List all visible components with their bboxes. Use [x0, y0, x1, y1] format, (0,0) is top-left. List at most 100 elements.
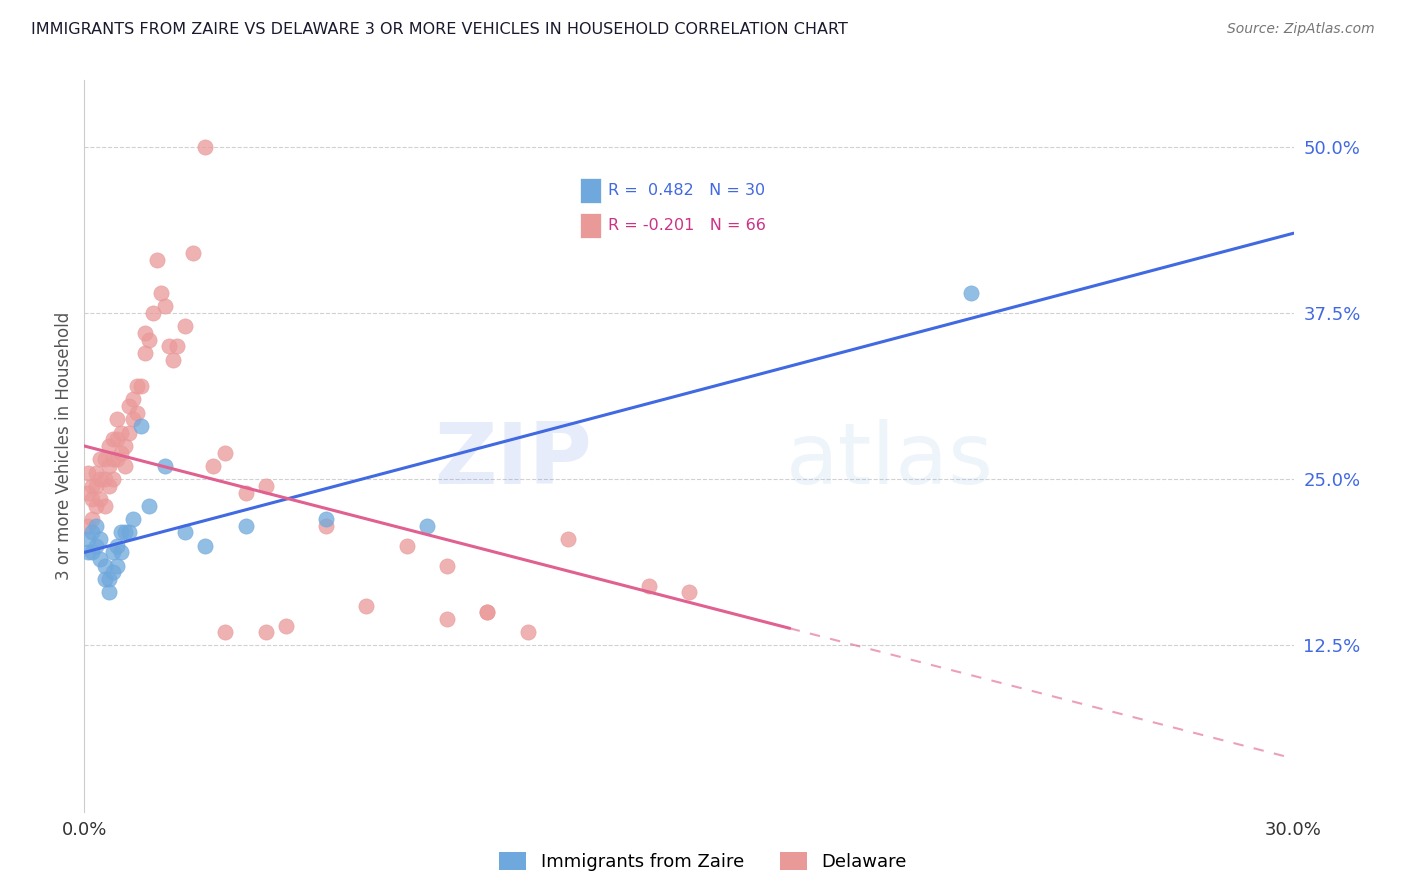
Point [97, 585, 120, 599]
Point [274, 618, 297, 632]
Point [97, 458, 120, 473]
Point [110, 545, 132, 559]
Point [86, 479, 108, 493]
FancyBboxPatch shape [581, 213, 600, 238]
Point [82, 525, 104, 540]
Point [235, 485, 257, 500]
Point [93, 452, 115, 467]
Point [557, 532, 579, 546]
Point [101, 566, 124, 580]
Point [254, 479, 277, 493]
Point [86, 466, 108, 480]
Point [89, 452, 111, 467]
Point [93, 472, 115, 486]
Text: R = -0.201   N = 66: R = -0.201 N = 66 [607, 219, 766, 233]
Point [202, 458, 225, 473]
Point [114, 458, 136, 473]
Point [138, 333, 160, 347]
Point [105, 452, 128, 467]
Point [97, 439, 120, 453]
Text: IMMIGRANTS FROM ZAIRE VS DELAWARE 3 OR MORE VEHICLES IN HOUSEHOLD CORRELATION CH: IMMIGRANTS FROM ZAIRE VS DELAWARE 3 OR M… [31, 22, 848, 37]
Point [77, 532, 100, 546]
Point [166, 339, 188, 353]
Point [235, 518, 257, 533]
Point [416, 518, 439, 533]
Y-axis label: 3 or more Vehicles in Household: 3 or more Vehicles in Household [55, 312, 73, 580]
Point [516, 625, 538, 640]
Point [118, 525, 141, 540]
Point [93, 572, 115, 586]
Point [315, 512, 337, 526]
Point [89, 532, 111, 546]
Point [118, 399, 141, 413]
Point [89, 472, 111, 486]
Point [436, 558, 458, 573]
Point [174, 525, 197, 540]
Point [194, 140, 217, 154]
Point [110, 525, 132, 540]
Point [77, 518, 100, 533]
Point [77, 485, 100, 500]
Point [101, 472, 124, 486]
Point [110, 425, 132, 440]
Point [86, 539, 108, 553]
Point [214, 445, 236, 459]
Point [142, 306, 165, 320]
Point [138, 499, 160, 513]
Text: Source: ZipAtlas.com: Source: ZipAtlas.com [1227, 22, 1375, 37]
Point [97, 572, 120, 586]
Point [960, 286, 983, 301]
Point [82, 479, 104, 493]
Point [174, 319, 197, 334]
Point [121, 392, 143, 407]
Point [125, 406, 148, 420]
Point [134, 326, 156, 340]
Point [129, 419, 152, 434]
Point [149, 286, 172, 301]
Point [110, 445, 132, 459]
Point [101, 433, 124, 447]
Point [121, 412, 143, 426]
Point [89, 552, 111, 566]
Point [82, 512, 104, 526]
Point [477, 605, 499, 619]
Point [97, 479, 120, 493]
Legend: Immigrants from Zaire, Delaware: Immigrants from Zaire, Delaware [492, 845, 914, 879]
Point [153, 458, 176, 473]
Point [105, 539, 128, 553]
Point [77, 466, 100, 480]
Text: R =  0.482   N = 30: R = 0.482 N = 30 [607, 183, 765, 198]
Point [105, 433, 128, 447]
Point [77, 545, 100, 559]
Point [129, 379, 152, 393]
Point [82, 492, 104, 507]
Point [105, 558, 128, 573]
Point [162, 352, 184, 367]
Text: ZIP: ZIP [434, 419, 592, 502]
Point [194, 539, 217, 553]
Point [101, 452, 124, 467]
Point [146, 252, 169, 267]
Point [89, 492, 111, 507]
Point [105, 412, 128, 426]
Point [101, 545, 124, 559]
Point [356, 599, 378, 613]
Point [214, 625, 236, 640]
Point [181, 246, 204, 260]
Point [93, 499, 115, 513]
Point [93, 558, 115, 573]
Point [114, 439, 136, 453]
Text: atlas: atlas [786, 419, 994, 502]
Point [678, 585, 700, 599]
Point [121, 512, 143, 526]
Point [395, 539, 418, 553]
Point [86, 499, 108, 513]
Point [114, 525, 136, 540]
Point [436, 612, 458, 626]
Point [477, 605, 499, 619]
Point [315, 518, 337, 533]
Point [157, 339, 180, 353]
Point [82, 545, 104, 559]
Point [153, 299, 176, 313]
FancyBboxPatch shape [581, 178, 600, 202]
